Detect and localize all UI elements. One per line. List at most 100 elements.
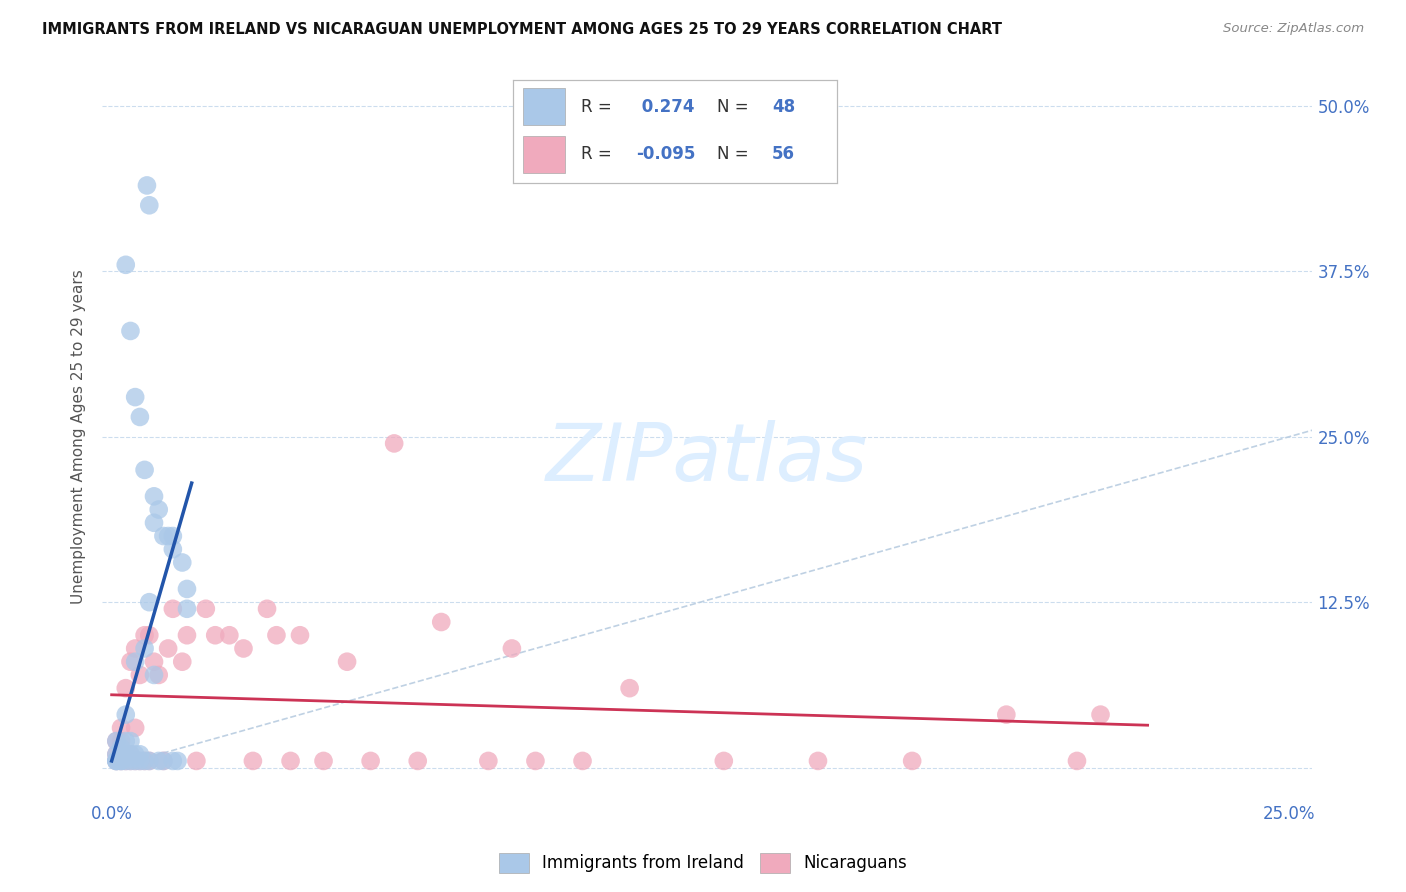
Point	[172, 655, 194, 669]
Point	[143, 668, 166, 682]
Point	[176, 628, 198, 642]
Point	[138, 628, 160, 642]
Point	[128, 409, 150, 424]
Point	[124, 641, 146, 656]
Point	[110, 740, 132, 755]
Point	[120, 747, 142, 762]
Point	[110, 747, 132, 762]
Point	[114, 681, 136, 695]
Point	[176, 601, 198, 615]
Point	[114, 707, 136, 722]
Point	[128, 668, 150, 682]
Point	[134, 641, 156, 656]
Point	[162, 542, 184, 557]
Point	[148, 502, 170, 516]
Point	[157, 641, 180, 656]
FancyBboxPatch shape	[523, 136, 565, 173]
Point	[807, 754, 830, 768]
Point	[256, 601, 278, 615]
Text: 48: 48	[772, 98, 794, 116]
Point	[138, 754, 160, 768]
Point	[152, 529, 174, 543]
Point	[176, 582, 198, 596]
Point	[406, 754, 429, 768]
Point	[110, 754, 132, 768]
Text: -0.095: -0.095	[636, 145, 696, 163]
Point	[148, 668, 170, 682]
Point	[162, 754, 184, 768]
Point	[266, 628, 288, 642]
Point	[501, 641, 523, 656]
Point	[204, 628, 226, 642]
Point	[120, 747, 142, 762]
Point	[382, 436, 405, 450]
Point	[134, 754, 156, 768]
Point	[114, 747, 136, 762]
Point	[430, 615, 453, 629]
Point	[477, 754, 499, 768]
Point	[713, 754, 735, 768]
Point	[110, 754, 132, 768]
Point	[138, 595, 160, 609]
Point	[114, 754, 136, 768]
Point	[134, 628, 156, 642]
Point	[114, 258, 136, 272]
Point	[134, 754, 156, 768]
Text: R =: R =	[581, 98, 617, 116]
Point	[110, 721, 132, 735]
Point	[105, 734, 128, 748]
Point	[128, 754, 150, 768]
Text: 0.274: 0.274	[636, 98, 695, 116]
Point	[110, 747, 132, 762]
Point	[110, 747, 132, 762]
Point	[524, 754, 547, 768]
Point	[143, 489, 166, 503]
Point	[360, 754, 382, 768]
Point	[110, 734, 132, 748]
Point	[312, 754, 335, 768]
Point	[166, 754, 188, 768]
Text: 56: 56	[772, 145, 794, 163]
Point	[162, 529, 184, 543]
Point	[105, 754, 128, 768]
Point	[157, 529, 180, 543]
Point	[148, 754, 170, 768]
Point	[124, 655, 146, 669]
Point	[105, 734, 128, 748]
Point	[120, 734, 142, 748]
Point	[143, 655, 166, 669]
Point	[105, 747, 128, 762]
Point	[138, 198, 160, 212]
Point	[232, 641, 254, 656]
Point	[901, 754, 924, 768]
Point	[218, 628, 240, 642]
Point	[105, 754, 128, 768]
Point	[138, 754, 160, 768]
Point	[186, 754, 208, 768]
Point	[124, 747, 146, 762]
Text: IMMIGRANTS FROM IRELAND VS NICARAGUAN UNEMPLOYMENT AMONG AGES 25 TO 29 YEARS COR: IMMIGRANTS FROM IRELAND VS NICARAGUAN UN…	[42, 22, 1002, 37]
Legend: Immigrants from Ireland, Nicaraguans: Immigrants from Ireland, Nicaraguans	[492, 847, 914, 880]
Point	[1066, 754, 1088, 768]
Text: ZIPatlas: ZIPatlas	[547, 419, 869, 498]
Point	[136, 178, 159, 193]
Point	[152, 754, 174, 768]
Point	[152, 754, 174, 768]
Point	[105, 747, 128, 762]
Point	[619, 681, 641, 695]
Point	[134, 463, 156, 477]
Point	[280, 754, 302, 768]
Point	[120, 754, 142, 768]
Point	[242, 754, 264, 768]
Point	[128, 747, 150, 762]
Point	[114, 747, 136, 762]
Text: N =: N =	[717, 98, 754, 116]
Point	[105, 754, 128, 768]
Point	[120, 655, 142, 669]
Point	[124, 721, 146, 735]
Point	[336, 655, 359, 669]
Text: Source: ZipAtlas.com: Source: ZipAtlas.com	[1223, 22, 1364, 36]
Point	[172, 556, 194, 570]
Point	[995, 707, 1018, 722]
Point	[571, 754, 593, 768]
